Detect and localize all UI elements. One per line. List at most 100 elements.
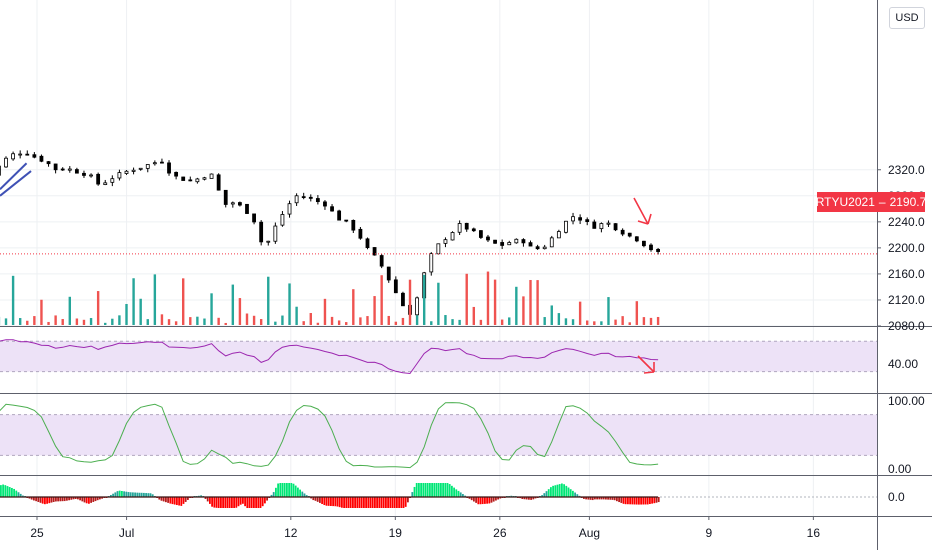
osc-bar-103 <box>226 497 229 508</box>
osc-bar-23 <box>50 497 53 503</box>
candle-body-36 <box>238 202 242 206</box>
volume-bar-27 <box>174 321 178 325</box>
osc-bar-27 <box>59 497 62 502</box>
osc-bar-243 <box>534 497 537 499</box>
volume-bar-66 <box>451 319 454 325</box>
volume-bar-67 <box>458 319 461 325</box>
time-tick-1: Jul <box>119 526 134 540</box>
volume-bar-28 <box>182 278 185 325</box>
last-price-symbol: RTYU2021 <box>815 195 875 209</box>
osc-bar-194 <box>426 483 429 497</box>
candles <box>0 150 660 316</box>
osc-bar-112 <box>246 497 249 508</box>
osc-bar-84 <box>184 497 187 502</box>
volume-bar-95 <box>656 316 660 325</box>
osc-bar-188 <box>413 486 416 497</box>
osc-bar-41 <box>90 497 92 503</box>
volume-bar-92 <box>635 301 639 325</box>
osc-bar-104 <box>228 497 231 508</box>
price-tick-1: 2120.0 <box>888 293 925 307</box>
volume-bar-93 <box>642 317 646 325</box>
osc-bar-270 <box>594 497 596 500</box>
osc-bar-9 <box>19 493 22 497</box>
time-tick-2: 12 <box>284 526 298 540</box>
osc-tick-0: 0.0 <box>888 490 905 504</box>
osc-bar-183 <box>402 497 405 508</box>
osc-bar-8 <box>17 492 20 497</box>
osc-bar-136 <box>299 489 301 497</box>
osc-bar-32 <box>70 497 73 500</box>
osc-bar-120 <box>264 497 266 504</box>
candle-body-85 <box>585 219 590 223</box>
osc-bar-5 <box>11 487 13 497</box>
osc-bar-17 <box>37 497 40 502</box>
volume-bar-78 <box>536 280 539 325</box>
osc-bar-248 <box>545 491 548 497</box>
candle-body-66 <box>450 232 455 241</box>
currency-button[interactable]: USD <box>889 7 925 29</box>
osc-bar-108 <box>237 497 240 507</box>
candle-body-93 <box>642 240 646 247</box>
candle-body-95 <box>656 248 660 252</box>
osc-bar-6 <box>13 488 15 497</box>
osc-bar-157 <box>345 497 348 508</box>
osc-bar-132 <box>290 483 293 497</box>
osc-bar-291 <box>640 497 642 505</box>
candle-body-88 <box>606 222 611 225</box>
osc-bar-222 <box>488 497 491 504</box>
candle-body-55 <box>372 247 377 256</box>
candle-body-74 <box>507 242 512 246</box>
osc-bar-250 <box>550 487 552 497</box>
osc-bar-179 <box>393 497 396 508</box>
osc-bar-50 <box>110 495 112 497</box>
osc-bar-83 <box>182 497 185 504</box>
osc-bar-91 <box>200 495 202 497</box>
osc-bar-260 <box>572 490 574 497</box>
osc-bar-299 <box>657 497 660 503</box>
osc-bar-252 <box>554 485 557 497</box>
osc-bar-15 <box>33 497 35 501</box>
candle-body-11 <box>60 168 65 171</box>
candle-body-89 <box>613 223 618 231</box>
osc-bar-269 <box>591 497 594 501</box>
osc-bar-98 <box>215 497 218 508</box>
candle-body-17 <box>103 182 108 185</box>
osc-bar-294 <box>646 497 649 505</box>
candle-body-43 <box>287 203 292 215</box>
osc-bar-2 <box>4 485 7 497</box>
osc-bar-193 <box>424 483 427 497</box>
osc-bar-277 <box>609 497 612 500</box>
candle-body-72 <box>493 239 497 244</box>
candle-body-37 <box>245 203 249 214</box>
volume-bar-59 <box>401 317 405 325</box>
osc-bar-81 <box>178 497 180 506</box>
osc-bar-172 <box>378 497 381 508</box>
osc-bar-280 <box>616 497 618 502</box>
candle-body-35 <box>230 202 235 205</box>
candle-body-38 <box>252 213 256 223</box>
volume-bar-81 <box>557 313 561 325</box>
candle-body-51 <box>344 219 349 222</box>
candle-body-65 <box>443 239 448 244</box>
osc-bar-295 <box>649 497 651 505</box>
osc-bar-146 <box>321 497 323 504</box>
osc-bar-202 <box>444 483 447 497</box>
osc-bar-7 <box>15 490 18 497</box>
candle-body-63 <box>429 253 434 273</box>
osc-bar-129 <box>283 483 286 497</box>
volume-bar-68 <box>465 273 468 325</box>
osc-bar-121 <box>266 497 268 501</box>
osc-bar-139 <box>305 495 308 497</box>
volume-bar-90 <box>621 316 624 325</box>
candle-body-21 <box>131 169 136 172</box>
volume-bar-52 <box>352 289 355 325</box>
price-tick-2: 2160.0 <box>888 267 925 281</box>
osc-bar-115 <box>253 497 255 508</box>
osc-bar-159 <box>349 497 352 508</box>
candle-body-32 <box>209 173 214 179</box>
osc-bar-238 <box>523 497 526 500</box>
osc-bar-95 <box>209 497 211 504</box>
osc-bar-287 <box>631 497 634 505</box>
osc-bar-13 <box>28 497 31 499</box>
